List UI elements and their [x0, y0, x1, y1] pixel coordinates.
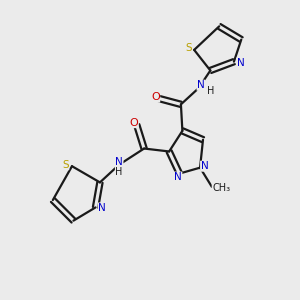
Text: O: O — [151, 92, 160, 102]
Text: N: N — [201, 161, 208, 171]
Text: N: N — [236, 58, 244, 68]
Text: CH₃: CH₃ — [212, 183, 230, 193]
Text: S: S — [62, 160, 69, 170]
Text: O: O — [129, 118, 138, 128]
Text: H: H — [116, 167, 123, 177]
Text: N: N — [98, 203, 106, 213]
Text: N: N — [115, 157, 123, 167]
Text: N: N — [197, 80, 205, 90]
Text: H: H — [207, 85, 214, 95]
Text: N: N — [174, 172, 182, 182]
Text: S: S — [185, 43, 192, 52]
